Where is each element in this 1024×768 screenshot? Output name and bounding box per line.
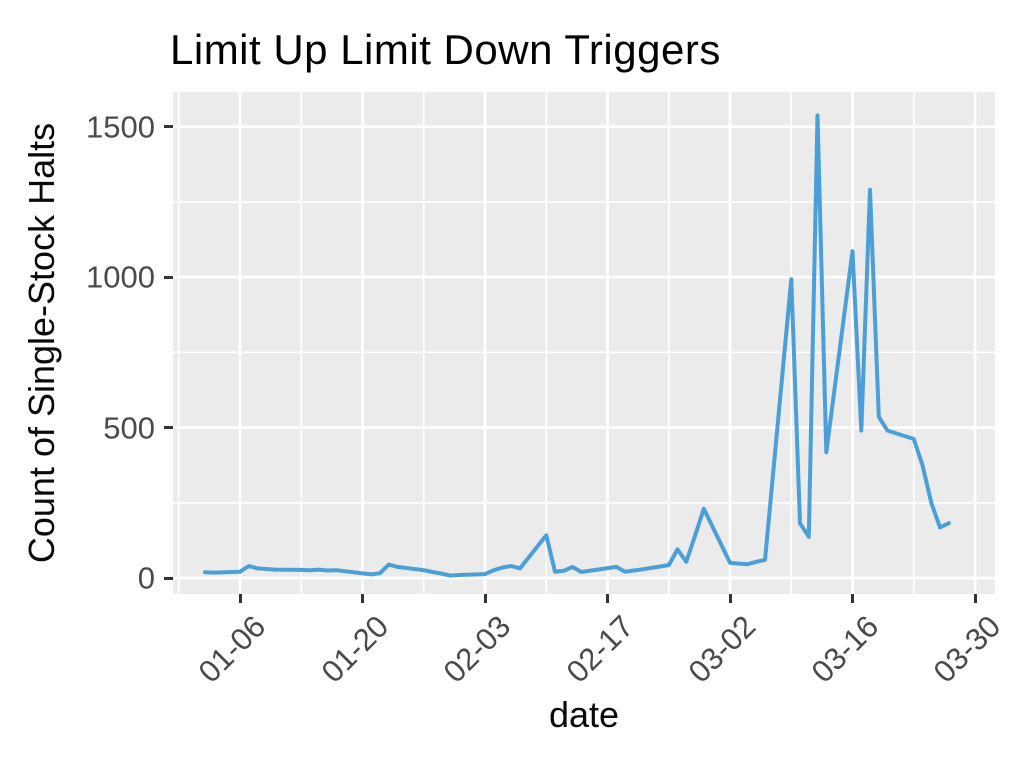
- y-tick-label: 0: [137, 560, 155, 596]
- y-tick-mark: [164, 125, 173, 129]
- y-tick-mark: [164, 275, 173, 279]
- y-tick-mark: [164, 576, 173, 580]
- data-line-single_stock_halts: [203, 113, 951, 578]
- x-tick-mark: [606, 594, 609, 603]
- y-tick-label: 1000: [86, 259, 155, 295]
- x-tick-label: 01-20: [314, 608, 395, 690]
- x-tick-mark: [483, 594, 487, 603]
- x-tick-label: 02-03: [436, 608, 518, 690]
- x-tick-mark: [851, 594, 854, 603]
- y-tick-label: 500: [103, 410, 155, 446]
- y-tick-label: 1500: [86, 109, 155, 145]
- x-tick-label: 03-30: [926, 608, 1008, 690]
- x-tick-label: 02-17: [559, 608, 640, 690]
- y-axis-title: Count of Single-Stock Halts: [21, 122, 62, 564]
- y-tick-mark: [164, 426, 173, 430]
- x-tick-mark: [728, 594, 732, 603]
- plot-title: Limit Up Limit Down Triggers: [170, 26, 721, 73]
- chart-canvas: [173, 92, 995, 594]
- x-tick-label: 03-02: [681, 608, 763, 690]
- x-axis-title: date: [548, 694, 620, 735]
- x-tick-mark: [361, 594, 364, 603]
- x-tick-label: 03-16: [804, 608, 885, 690]
- plot-panel: [173, 92, 995, 594]
- x-tick-label: 01-06: [191, 608, 273, 690]
- x-tick-mark: [238, 594, 242, 603]
- x-tick-mark: [973, 594, 977, 603]
